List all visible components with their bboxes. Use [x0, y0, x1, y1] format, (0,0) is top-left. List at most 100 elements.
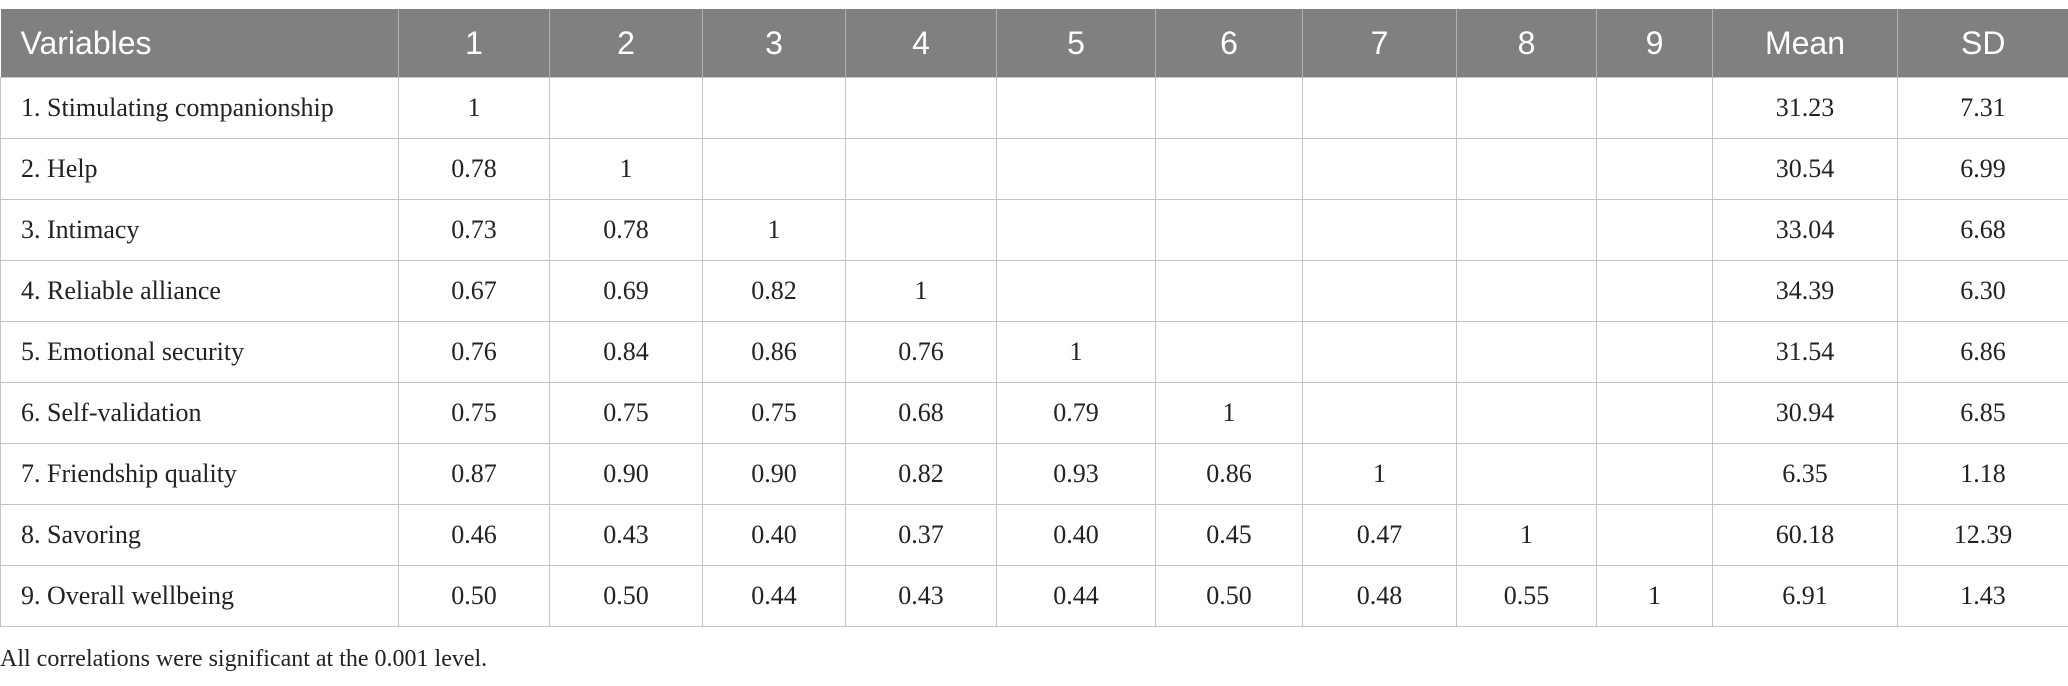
correlation-cell: 1 — [996, 321, 1156, 383]
empty-cell — [702, 77, 846, 139]
correlation-cell: 1 — [1302, 443, 1457, 505]
correlation-cell: 1 — [702, 199, 846, 261]
empty-cell — [1596, 77, 1713, 139]
empty-cell — [1155, 138, 1303, 200]
empty-cell — [845, 138, 997, 200]
correlation-cell: 0.50 — [398, 565, 550, 627]
correlation-cell: 0.76 — [398, 321, 550, 383]
correlation-cell: 1 — [1155, 382, 1303, 444]
correlation-cell: 0.75 — [702, 382, 846, 444]
correlation-cell: 1 — [1456, 504, 1597, 566]
correlation-cell: 0.47 — [1302, 504, 1457, 566]
header-cell: 7 — [1302, 9, 1457, 78]
correlation-cell: 0.37 — [845, 504, 997, 566]
table-row: 6. Self-validation 0.75 0.75 0.75 0.68 0.79 1 3… — [0, 382, 2068, 444]
correlation-cell: 0.40 — [702, 504, 846, 566]
sd-cell: 6.86 — [1897, 321, 2068, 383]
empty-cell — [1596, 443, 1713, 505]
mean-cell: 60.18 — [1712, 504, 1898, 566]
table-wrap: Variables 1 2 3 4 5 6 7 8 9 Mean SD 1. Stimulating … — [0, 9, 2068, 627]
row-label: 4. Reliable alliance — [0, 260, 399, 322]
correlation-cell: 0.90 — [702, 443, 846, 505]
row-label: 5. Emotional security — [0, 321, 399, 383]
header-cell: 8 — [1456, 9, 1597, 78]
empty-cell — [1596, 138, 1713, 200]
mean-cell: 34.39 — [1712, 260, 1898, 322]
table-row: 1. Stimulating companionship 1 31.23 7.31 — [0, 77, 2068, 139]
empty-cell — [1155, 77, 1303, 139]
empty-cell — [1302, 321, 1457, 383]
table-row: 9. Overall wellbeing 0.50 0.50 0.44 0.43 0.44… — [0, 565, 2068, 627]
table-row: 5. Emotional security 0.76 0.84 0.86 0.76 1 31… — [0, 321, 2068, 383]
empty-cell — [1596, 382, 1713, 444]
empty-cell — [549, 77, 703, 139]
correlation-cell: 0.50 — [549, 565, 703, 627]
correlation-cell: 0.55 — [1456, 565, 1597, 627]
correlation-cell: 0.75 — [398, 382, 550, 444]
row-label: 2. Help — [0, 138, 399, 200]
empty-cell — [1302, 138, 1457, 200]
row-label: 3. Intimacy — [0, 199, 399, 261]
correlation-cell: 1 — [398, 77, 550, 139]
sd-cell: 6.30 — [1897, 260, 2068, 322]
correlation-cell: 0.48 — [1302, 565, 1457, 627]
header-row: Variables 1 2 3 4 5 6 7 8 9 Mean SD — [0, 9, 2068, 78]
empty-cell — [1155, 199, 1303, 261]
correlation-cell: 1 — [845, 260, 997, 322]
footnote: All correlations were significant at the… — [0, 646, 488, 672]
correlation-cell: 0.69 — [549, 260, 703, 322]
row-label: 6. Self-validation — [0, 382, 399, 444]
empty-cell — [1456, 77, 1597, 139]
row-label: 8. Savoring — [0, 504, 399, 566]
mean-cell: 31.54 — [1712, 321, 1898, 383]
correlation-cell: 0.75 — [549, 382, 703, 444]
correlation-cell: 0.46 — [398, 504, 550, 566]
empty-cell — [1456, 138, 1597, 200]
empty-cell — [1302, 77, 1457, 139]
table-row: 8. Savoring 0.46 0.43 0.40 0.37 0.40 0.45 0.47 1… — [0, 504, 2068, 566]
header-cell: SD — [1897, 9, 2068, 78]
sd-cell: 12.39 — [1897, 504, 2068, 566]
mean-cell: 6.91 — [1712, 565, 1898, 627]
empty-cell — [1456, 321, 1597, 383]
correlation-cell: 0.43 — [845, 565, 997, 627]
sd-cell: 6.99 — [1897, 138, 2068, 200]
empty-cell — [1596, 504, 1713, 566]
empty-cell — [702, 138, 846, 200]
empty-cell — [1302, 382, 1457, 444]
header-cell: 3 — [702, 9, 846, 78]
header-cell: Mean — [1712, 9, 1898, 78]
correlation-cell: 0.82 — [702, 260, 846, 322]
correlation-cell: 0.82 — [845, 443, 997, 505]
empty-cell — [1596, 260, 1713, 322]
empty-cell — [1596, 321, 1713, 383]
table-row: 7. Friendship quality 0.87 0.90 0.90 0.82 0.9… — [0, 443, 2068, 505]
header-cell: 9 — [1596, 9, 1713, 78]
correlation-cell: 1 — [1596, 565, 1713, 627]
mean-cell: 6.35 — [1712, 443, 1898, 505]
correlation-cell: 0.40 — [996, 504, 1156, 566]
correlation-cell: 0.86 — [1155, 443, 1303, 505]
sd-cell: 6.68 — [1897, 199, 2068, 261]
empty-cell — [996, 199, 1156, 261]
empty-cell — [845, 199, 997, 261]
sd-cell: 1.18 — [1897, 443, 2068, 505]
correlation-cell: 0.79 — [996, 382, 1156, 444]
table-row: 3. Intimacy 0.73 0.78 1 33.04 6.68 — [0, 199, 2068, 261]
sd-cell: 1.43 — [1897, 565, 2068, 627]
row-label: 7. Friendship quality — [0, 443, 399, 505]
empty-cell — [1302, 260, 1457, 322]
sd-cell: 7.31 — [1897, 77, 2068, 139]
header-cell: 4 — [845, 9, 997, 78]
row-label: 1. Stimulating companionship — [0, 77, 399, 139]
mean-cell: 33.04 — [1712, 199, 1898, 261]
mean-cell: 30.54 — [1712, 138, 1898, 200]
empty-cell — [996, 77, 1156, 139]
correlation-cell: 0.90 — [549, 443, 703, 505]
correlation-cell: 0.44 — [702, 565, 846, 627]
empty-cell — [1302, 199, 1457, 261]
row-label: 9. Overall wellbeing — [0, 565, 399, 627]
empty-cell — [845, 77, 997, 139]
correlation-cell: 0.84 — [549, 321, 703, 383]
